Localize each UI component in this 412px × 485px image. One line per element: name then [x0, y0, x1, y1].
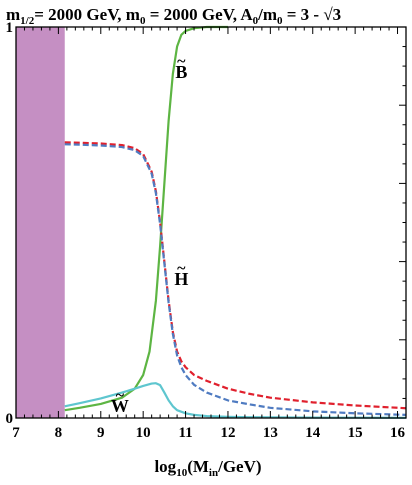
chart-title: m1/2= 2000 GeV, m0 = 2000 GeV, A0/m0 = 3…: [6, 5, 341, 27]
series-label-tilde: ~: [116, 387, 125, 404]
series-label-tilde: ~: [177, 53, 186, 70]
x-tick-label: 15: [348, 425, 363, 441]
x-tick-label: 12: [220, 425, 235, 441]
x-tick-label: 13: [263, 425, 278, 441]
plot-frame: [15, 26, 407, 419]
series-label-higgsino: H: [174, 269, 188, 289]
x-tick-label: 16: [390, 425, 406, 441]
x-tick-label: 7: [12, 425, 20, 441]
series-label-wino: W: [111, 396, 129, 416]
y-tick-label: 1: [6, 20, 14, 36]
x-tick-label: 10: [136, 425, 151, 441]
series-line-higgsino-red: [64, 141, 407, 410]
x-tick-label: 14: [305, 425, 321, 441]
x-tick-label: 11: [178, 425, 192, 441]
x-tick-label: 9: [97, 425, 105, 441]
excluded-region-band: [16, 27, 65, 418]
series-line-higgsino-blue: [64, 143, 407, 416]
series-label-tilde: ~: [177, 260, 186, 277]
x-axis-label: log10(Min/GeV): [154, 457, 261, 479]
series-line-wino: [64, 382, 407, 419]
series-line-bino: [64, 25, 228, 412]
series-label-bino: B: [175, 62, 187, 82]
x-tick-label: 8: [55, 425, 63, 441]
y-tick-label: 0: [6, 411, 14, 427]
